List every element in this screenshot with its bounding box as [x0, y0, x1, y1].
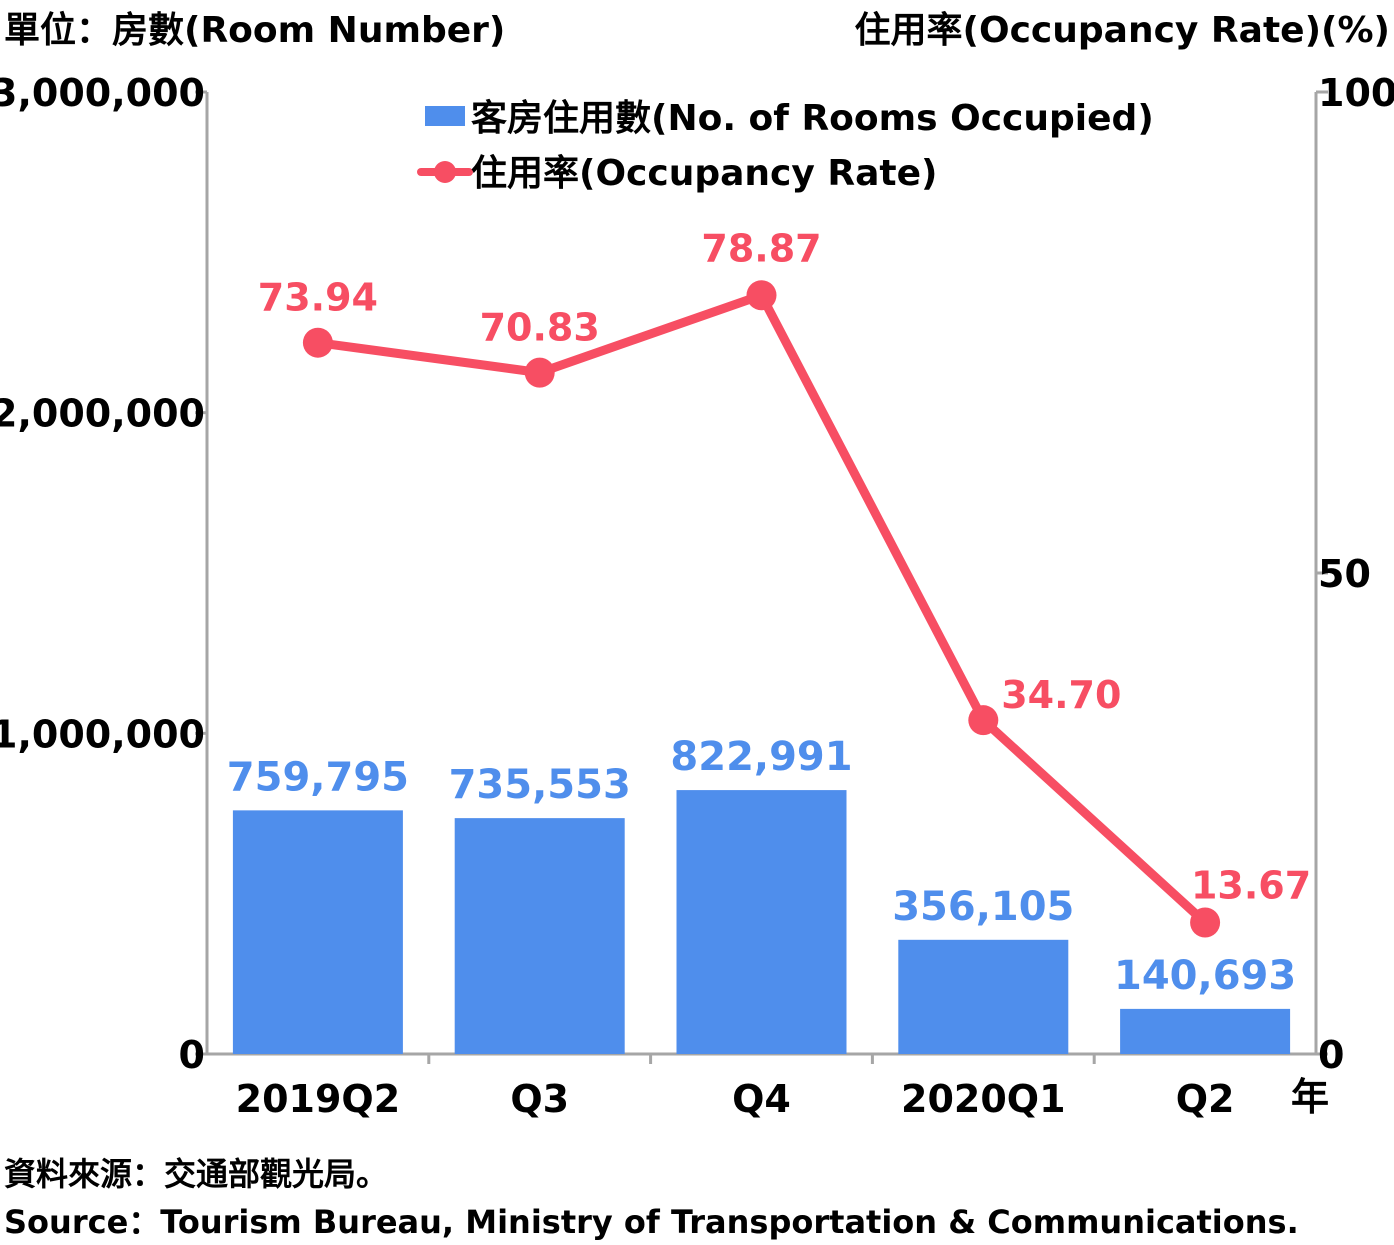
- left-tick-label: 1,000,000: [0, 712, 205, 756]
- bar: [676, 790, 847, 1054]
- x-tick-label: 2020Q1: [901, 1077, 1066, 1121]
- line-data-label: 70.83: [480, 306, 600, 350]
- line-point: [302, 327, 333, 358]
- bar: [898, 939, 1069, 1054]
- x-tick-label: Q3: [510, 1077, 569, 1121]
- legend-line-label: 住用率(Occupancy Rate): [471, 153, 938, 194]
- line-point: [746, 280, 777, 311]
- x-tick-label: Q4: [732, 1077, 791, 1121]
- bar-data-labels: 759,795 735,553 822,991 356,105 140,693: [227, 734, 1296, 999]
- source-zh: 資料來源：交通部觀光局。: [4, 1155, 388, 1193]
- bar: [232, 810, 403, 1054]
- right-axis-title: 住用率(Occupancy Rate)(%): [855, 10, 1390, 51]
- x-axis-labels: 2019Q2 Q3 Q4 2020Q1 Q2: [236, 1077, 1235, 1121]
- legend-bar-swatch: [425, 106, 465, 126]
- left-axis-title: 單位：房數(Room Number): [4, 10, 505, 51]
- right-tick-label: 0: [1318, 1033, 1344, 1077]
- x-tick-label: Q2: [1176, 1077, 1235, 1121]
- bar-data-label: 140,693: [1114, 953, 1296, 999]
- right-axis-ticks: 0 50 100: [1316, 71, 1394, 1077]
- left-tick-label: 2,000,000: [0, 392, 205, 436]
- line-data-label: 34.70: [1001, 673, 1121, 717]
- line-data-label: 73.94: [258, 276, 378, 320]
- line-data-label: 13.67: [1191, 863, 1311, 907]
- x-axis-unit: 年: [1291, 1075, 1329, 1119]
- left-tick-label: 3,000,000: [0, 71, 205, 115]
- x-tick-label: 2019Q2: [236, 1077, 401, 1121]
- left-tick-label: 0: [179, 1033, 205, 1077]
- line-point: [968, 705, 999, 736]
- left-axis-ticks: 0 1,000,000 2,000,000 3,000,000: [0, 71, 207, 1077]
- bar-series: [232, 790, 1291, 1054]
- bar: [454, 818, 625, 1054]
- line-data-label: 78.87: [701, 226, 821, 270]
- line-data-labels: 73.94 70.83 78.87 34.70 13.67: [258, 226, 1311, 907]
- right-tick-label: 50: [1318, 552, 1371, 596]
- line-series: [302, 280, 1221, 938]
- line-point: [1190, 907, 1221, 938]
- right-tick-label: 100: [1318, 71, 1394, 115]
- bar: [1120, 1008, 1291, 1054]
- bar-data-label: 735,553: [449, 762, 631, 808]
- bar-data-label: 822,991: [670, 734, 852, 780]
- legend: 客房住用數(No. of Rooms Occupied) 住用率(Occupan…: [417, 98, 1154, 194]
- bar-data-label: 759,795: [227, 754, 409, 800]
- bar-data-label: 356,105: [892, 884, 1074, 930]
- legend-bar-label: 客房住用數(No. of Rooms Occupied): [471, 98, 1154, 139]
- line-point: [524, 357, 555, 388]
- legend-line-marker: [434, 161, 456, 183]
- source-en: Source：Tourism Bureau, Ministry of Trans…: [4, 1203, 1299, 1241]
